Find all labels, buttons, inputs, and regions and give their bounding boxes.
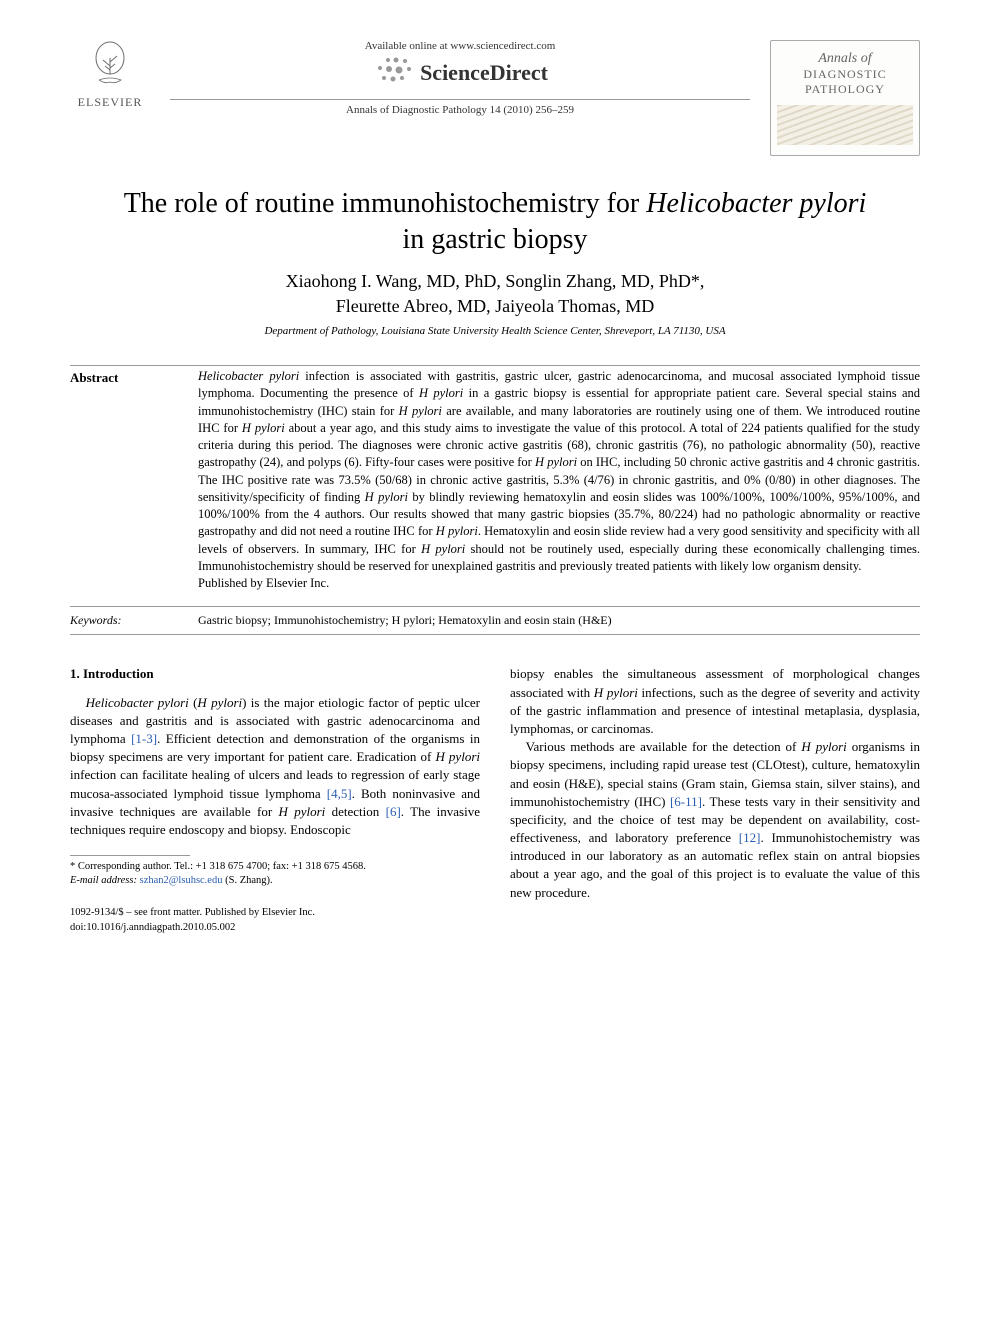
footnote-email-tail: (S. Zhang). [222,875,272,886]
corresponding-author-footnote: * Corresponding author. Tel.: +1 318 675… [70,860,480,888]
publisher-logo: ELSEVIER [70,40,150,110]
footnote-separator [70,855,190,856]
header: ELSEVIER Available online at www.science… [70,40,920,156]
article-title: The role of routine immunohistochemistry… [70,186,920,259]
footnote-email[interactable]: szhan2@lsuhsc.edu [140,875,223,886]
doi-line: doi:10.1016/j.anndiagpath.2010.05.002 [70,921,480,935]
header-center: Available online at www.sciencedirect.co… [150,40,770,116]
journal-cover-box: Annals of DIAGNOSTIC PATHOLOGY [770,40,920,156]
authors-line1: Xiaohong I. Wang, MD, PhD, Songlin Zhang… [286,271,705,291]
available-online-text: Available online at www.sciencedirect.co… [170,40,750,52]
footnote-email-label: E-mail address: [70,875,137,886]
authors: Xiaohong I. Wang, MD, PhD, Songlin Zhang… [70,269,920,319]
abstract-block: Abstract Helicobacter pylori infection i… [70,368,920,592]
header-rule [170,99,750,100]
keywords-label: Keywords: [70,613,180,628]
abstract-body: Helicobacter pylori infection is associa… [198,369,920,573]
front-matter-meta: 1092-9134/$ – see front matter. Publishe… [70,906,480,934]
abstract-label: Abstract [70,368,180,592]
title-line2: in gastric biopsy [402,224,587,255]
sciencedirect-name: ScienceDirect [420,60,548,86]
journal-name-line3: PATHOLOGY [777,82,913,97]
sciencedirect-dots-icon [372,56,414,89]
right-column: biopsy enables the simultaneous assessme… [510,665,920,934]
abstract-rule-top [70,365,920,366]
front-matter-line1: 1092-9134/$ – see front matter. Publishe… [70,906,480,920]
body-columns: 1. Introduction Helicobacter pylori (H p… [70,665,920,934]
journal-cover-stripe-icon [777,105,913,145]
intro-paragraph-2: biopsy enables the simultaneous assessme… [510,665,920,738]
affiliation: Department of Pathology, Louisiana State… [70,325,920,337]
intro-paragraph-3: Various methods are available for the de… [510,738,920,902]
publisher-name: ELSEVIER [70,95,150,110]
footnote-email-line: E-mail address: szhan2@lsuhsc.edu (S. Zh… [70,874,480,888]
keywords-row: Keywords: Gastric biopsy; Immunohistoche… [70,606,920,635]
abstract-text: Helicobacter pylori infection is associa… [198,368,920,592]
elsevier-tree-icon [70,40,150,93]
abstract-publisher-line: Published by Elsevier Inc. [198,576,329,590]
journal-name-line2: DIAGNOSTIC [777,67,913,82]
title-line1-italic: Helicobacter pylori [646,188,866,219]
intro-paragraph-1: Helicobacter pylori (H pylori) is the ma… [70,694,480,840]
title-line1-pre: The role of routine immunohistochemistry… [124,188,647,219]
left-column: 1. Introduction Helicobacter pylori (H p… [70,665,480,934]
journal-name-line1: Annals of [777,51,913,67]
keywords-text: Gastric biopsy; Immunohistochemistry; H … [198,613,920,628]
authors-line2: Fleurette Abreo, MD, Jaiyeola Thomas, MD [336,296,655,316]
footnote-corr: * Corresponding author. Tel.: +1 318 675… [70,860,480,874]
citation-line: Annals of Diagnostic Pathology 14 (2010)… [170,104,750,116]
sciencedirect-logo: ScienceDirect [170,56,750,89]
section-heading-intro: 1. Introduction [70,665,480,683]
